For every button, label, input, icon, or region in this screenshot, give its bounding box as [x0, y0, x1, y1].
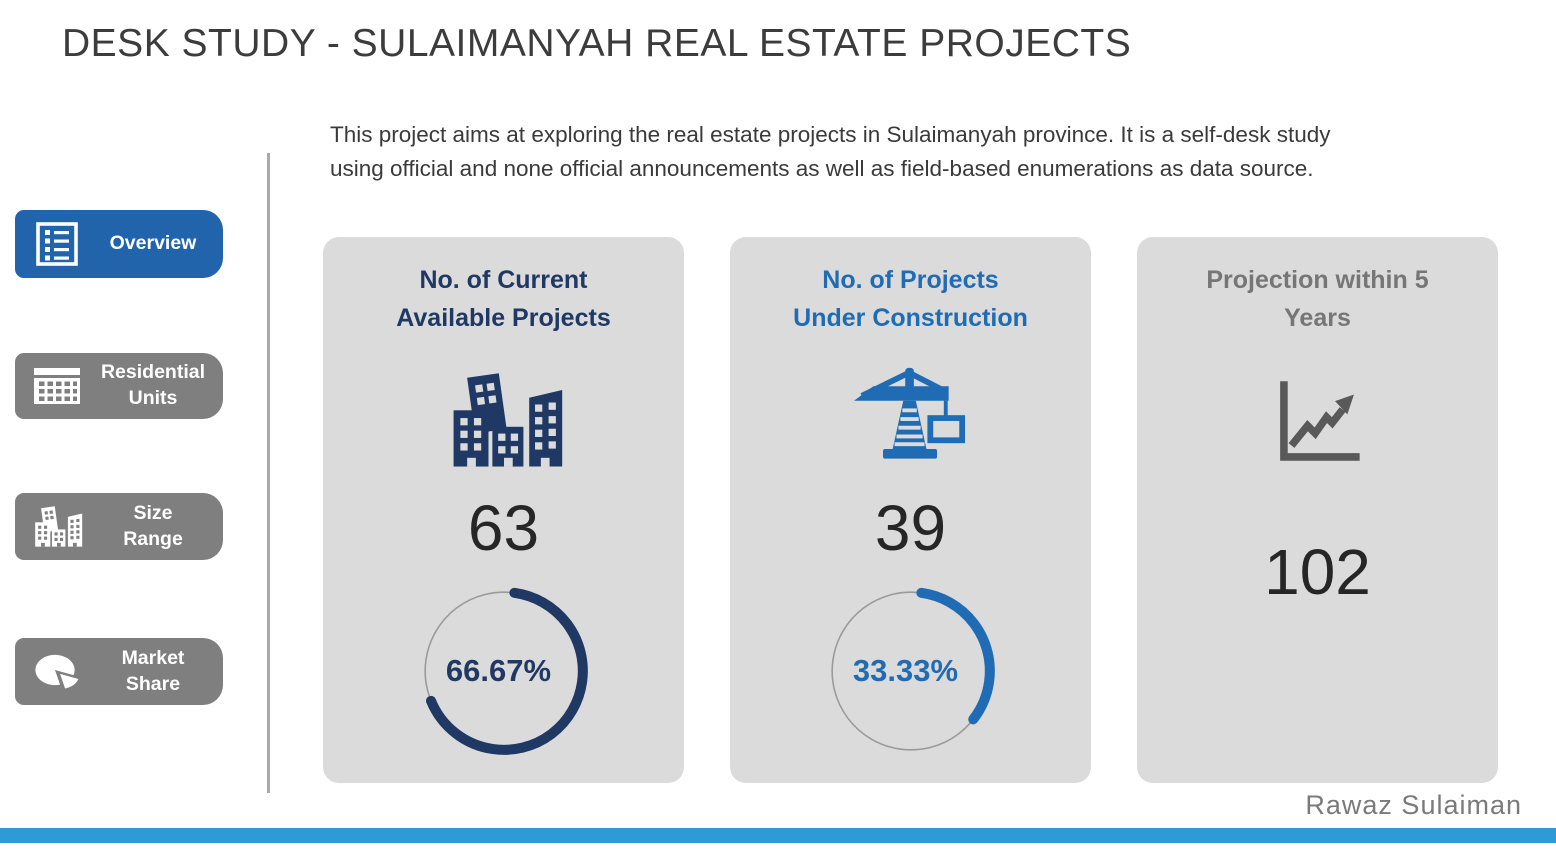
city-buildings-icon	[323, 361, 684, 479]
sidebar-item-label: Residential Units	[100, 361, 206, 409]
kpi-value: 63	[467, 492, 540, 564]
pie-chart-icon	[15, 651, 99, 693]
sidebar-item-overview[interactable]: Overview	[15, 210, 223, 278]
card-projection: Projection within 5 Years 102	[1137, 237, 1498, 783]
card-available-projects: No. of Current Available Projects	[323, 237, 684, 783]
kpi-cards: No. of Current Available Projects	[323, 237, 1498, 783]
gauge-percent-label: 33.33%	[852, 653, 959, 688]
card-title: Projection within 5 Years	[1206, 266, 1429, 332]
kpi-value: 102	[1264, 536, 1371, 608]
gauge-available-projects: 66.67%	[418, 585, 590, 757]
gauge-percent-label: 66.67%	[445, 653, 552, 688]
sidebar-item-label: Market Share	[121, 646, 185, 695]
card-title: No. of Projects Under Construction	[793, 266, 1028, 332]
bottom-accent-bar	[0, 828, 1556, 843]
sidebar-item-label: Size Range	[123, 501, 183, 550]
tower-crane-icon	[730, 361, 1091, 479]
sidebar-item-market-share[interactable]: Market Share	[15, 638, 223, 705]
table-icon	[15, 364, 99, 408]
sidebar-item-residential-units[interactable]: Residential Units	[15, 353, 223, 419]
page-title: DESK STUDY - SULAIMANYAH REAL ESTATE PRO…	[62, 22, 1132, 65]
kpi-value: 39	[874, 492, 947, 564]
vertical-divider	[267, 153, 270, 793]
card-title: No. of Current Available Projects	[396, 266, 611, 332]
list-icon	[15, 221, 99, 267]
city-buildings-icon	[15, 503, 99, 550]
card-under-construction: No. of Projects Under Construction	[730, 237, 1091, 783]
sidebar-item-label: Overview	[109, 232, 197, 255]
description-text: This project aims at exploring the real …	[330, 122, 1331, 181]
sidebar-item-size-range[interactable]: Size Range	[15, 493, 223, 560]
author-credit: Rawaz Sulaiman	[1305, 790, 1522, 820]
gauge-under-construction: 33.33%	[825, 585, 997, 757]
growth-chart-icon	[1137, 361, 1498, 479]
